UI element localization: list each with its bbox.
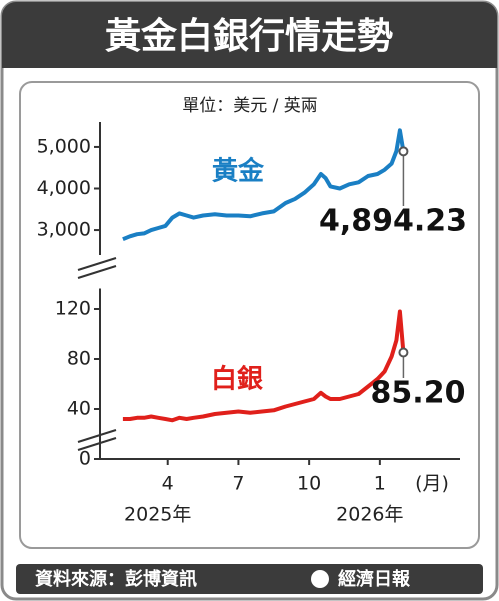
end-point bbox=[398, 347, 409, 358]
y-tick-label: 120 bbox=[55, 298, 91, 320]
source: 資料來源：彭博資訊 bbox=[35, 568, 197, 590]
y-tick-label: 80 bbox=[67, 348, 91, 370]
year-label: 2025年 bbox=[124, 504, 191, 526]
value-annotation: 4,894.23 bbox=[319, 204, 467, 239]
footer-bar bbox=[16, 564, 483, 594]
unit-label: 單位：美元 / 英兩 bbox=[182, 96, 318, 116]
break-mark bbox=[77, 437, 117, 451]
y-tick-label: 5,000 bbox=[37, 135, 91, 157]
year-label: 2026年 bbox=[336, 504, 403, 526]
plot-frame bbox=[19, 81, 480, 549]
end-point bbox=[398, 146, 409, 157]
break-mark bbox=[77, 265, 117, 279]
x-tick-label: 1 bbox=[374, 473, 386, 495]
x-axis-label: (月) bbox=[415, 473, 449, 495]
publisher: 經濟日報 bbox=[338, 568, 411, 590]
x-tick-label: 7 bbox=[232, 473, 244, 495]
series-name: 白銀 bbox=[211, 364, 263, 395]
y-tick-label: 0 bbox=[79, 448, 91, 470]
title-bar bbox=[2, 2, 497, 68]
series-name: 黃金 bbox=[212, 156, 265, 187]
y-tick-label: 3,000 bbox=[37, 219, 91, 241]
y-tick-label: 4,000 bbox=[37, 177, 91, 199]
break-mark bbox=[77, 429, 117, 443]
value-annotation: 85.20 bbox=[371, 376, 466, 411]
x-tick-label: 4 bbox=[162, 473, 174, 495]
logo-icon bbox=[311, 570, 329, 588]
y-tick-label: 40 bbox=[67, 398, 91, 420]
axis-break bbox=[77, 257, 117, 451]
chart-title: 黃金白銀行情走勢 bbox=[105, 15, 393, 57]
break-mark bbox=[77, 257, 117, 271]
series-line bbox=[122, 128, 406, 242]
series-line bbox=[122, 309, 406, 423]
x-tick-label: 10 bbox=[297, 473, 321, 495]
